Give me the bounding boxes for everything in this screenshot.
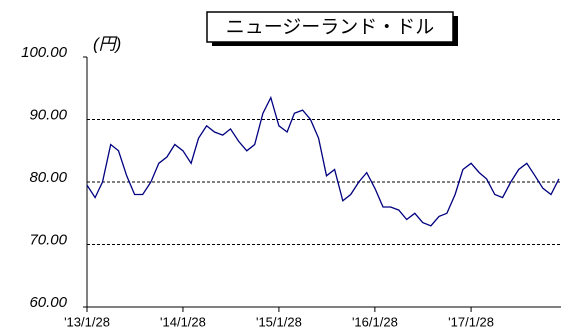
x-tick-label: '16/1/28 xyxy=(352,314,398,329)
y-tick-label: 100.00 xyxy=(21,44,68,61)
y-tick-label: 90.00 xyxy=(29,106,67,123)
x-tick-label: '13/1/28 xyxy=(64,314,110,329)
y-tick-label: 80.00 xyxy=(29,169,67,186)
x-tick-label: '15/1/28 xyxy=(256,314,302,329)
x-tick-label: '14/1/28 xyxy=(160,314,206,329)
line xyxy=(86,95,560,227)
title-box xyxy=(206,11,454,43)
x-tick-label: '17/1/28 xyxy=(448,314,494,329)
y-tick-label: 60.00 xyxy=(29,294,67,311)
chart-title: ニュージーランド・ドル xyxy=(226,17,435,38)
y-tick-label: 70.00 xyxy=(29,231,67,248)
y-axis-label: (円) xyxy=(93,34,121,53)
